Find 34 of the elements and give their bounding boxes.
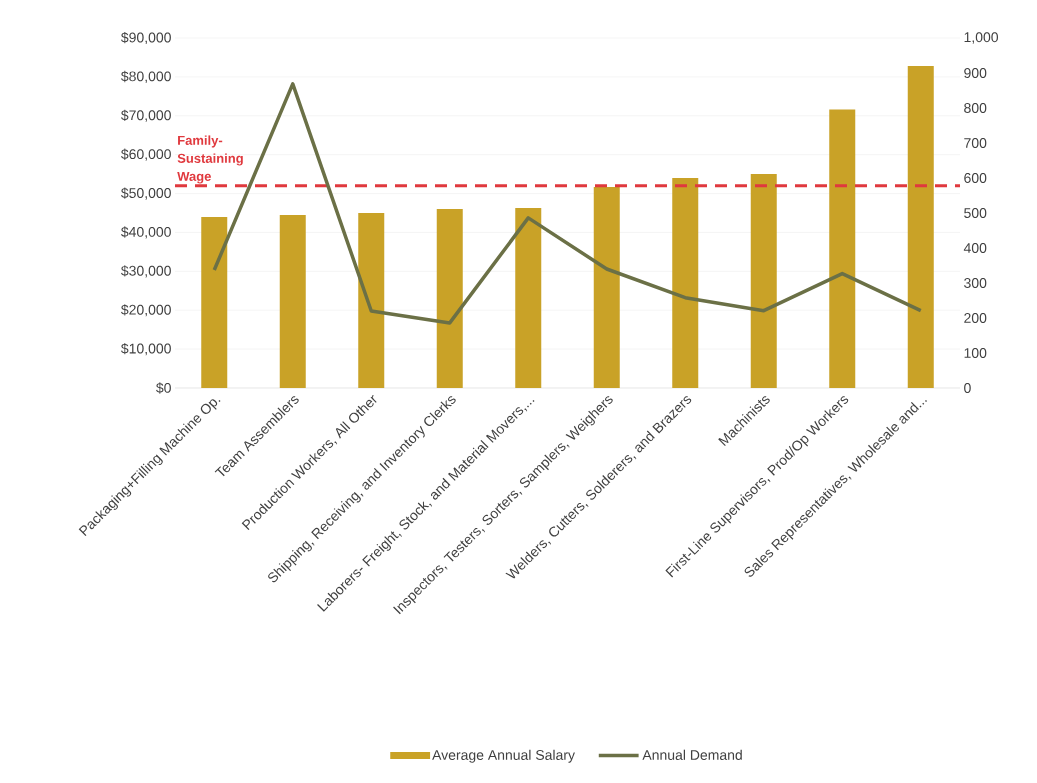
y2-tick-label: 600	[964, 173, 987, 183]
bar	[279, 214, 306, 388]
bar	[907, 66, 934, 388]
y-tick-label: $20,000	[121, 304, 171, 317]
y2-tick-label: 0	[964, 383, 971, 393]
bar	[515, 207, 542, 388]
y2-tick-label: 800	[964, 103, 987, 113]
y2-tick-label: 500	[964, 208, 987, 218]
y2-tick-label: 100	[964, 348, 987, 358]
bar	[358, 213, 385, 388]
y2-tick-label: 300	[964, 278, 987, 288]
y-tick-label: $40,000	[121, 226, 171, 239]
bar	[672, 178, 699, 388]
y-tick-label: $90,000	[121, 31, 171, 45]
y2-tick-label: 1,000	[964, 32, 999, 44]
y2-tick-label: 200	[964, 313, 987, 323]
y-tick-label: $60,000	[121, 148, 171, 161]
legend-label: Annual Demand	[642, 749, 742, 760]
bar	[750, 174, 777, 388]
ref-line-label: Family-Sustaining Wage	[177, 135, 243, 184]
bar	[829, 109, 856, 388]
y-tick-label: $70,000	[121, 109, 171, 122]
y2-tick-label: 400	[963, 243, 987, 253]
bar	[436, 209, 463, 388]
y2-tick-label: 900	[964, 68, 987, 78]
y-tick-label: $0	[156, 382, 171, 394]
bar	[201, 216, 228, 388]
y-tick-label: $80,000	[121, 70, 171, 83]
y-tick-label: $10,000	[121, 343, 171, 356]
legend-label: Average Annual Salary	[432, 749, 575, 763]
y-tick-label: $30,000	[121, 265, 171, 278]
y-tick-label: $50,000	[121, 187, 171, 200]
bar	[593, 186, 620, 388]
y2-tick-label: 700	[964, 138, 987, 148]
